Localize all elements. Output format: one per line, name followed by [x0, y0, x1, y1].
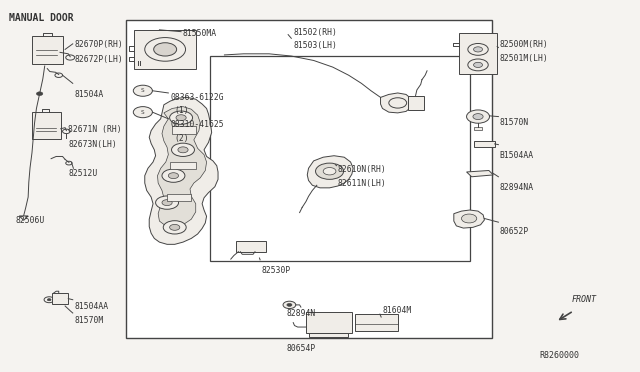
Text: B1504AA: B1504AA	[500, 151, 534, 160]
Bar	[408, 96, 424, 110]
Text: R8260000: R8260000	[540, 352, 580, 360]
Bar	[52, 293, 68, 304]
Text: 81550MA: 81550MA	[183, 29, 217, 38]
Bar	[474, 141, 495, 147]
Circle shape	[473, 113, 483, 119]
Bar	[308, 333, 348, 337]
Bar	[167, 194, 191, 201]
Circle shape	[170, 111, 193, 124]
Circle shape	[156, 196, 179, 209]
Text: 81570N: 81570N	[500, 118, 529, 127]
Circle shape	[461, 214, 477, 223]
Circle shape	[133, 85, 152, 96]
Bar	[306, 311, 352, 333]
Circle shape	[168, 173, 179, 179]
Text: 82611N(LH): 82611N(LH)	[338, 179, 387, 187]
Text: 81504AA: 81504AA	[75, 302, 109, 311]
Text: 82894NA: 82894NA	[500, 183, 534, 192]
Text: (1): (1)	[175, 106, 189, 115]
Bar	[125, 20, 492, 338]
Circle shape	[287, 304, 292, 307]
Text: 82530P: 82530P	[261, 266, 291, 276]
Text: 82670P(RH): 82670P(RH)	[75, 40, 124, 49]
Circle shape	[36, 92, 43, 96]
Text: MANUAL DOOR: MANUAL DOOR	[9, 13, 74, 23]
Circle shape	[162, 169, 185, 182]
Text: 81503(LH): 81503(LH)	[293, 41, 337, 50]
Bar	[134, 30, 196, 68]
Text: 82501M(LH): 82501M(LH)	[500, 54, 548, 63]
Text: 80654P: 80654P	[287, 344, 316, 353]
Circle shape	[176, 115, 186, 121]
Text: 82500M(RH): 82500M(RH)	[500, 40, 548, 49]
Polygon shape	[157, 107, 207, 227]
Circle shape	[283, 301, 296, 309]
Circle shape	[162, 200, 172, 206]
Polygon shape	[467, 170, 493, 177]
Bar	[474, 127, 482, 130]
Polygon shape	[145, 97, 218, 244]
Circle shape	[145, 38, 186, 61]
Circle shape	[468, 44, 488, 55]
Circle shape	[154, 43, 177, 56]
Circle shape	[133, 107, 152, 118]
Text: 82671N (RH): 82671N (RH)	[68, 125, 122, 134]
Circle shape	[323, 167, 336, 175]
Text: S: S	[141, 88, 145, 93]
Text: S: S	[141, 110, 145, 115]
Bar	[211, 56, 470, 260]
Circle shape	[316, 163, 344, 179]
Bar	[32, 112, 61, 139]
Circle shape	[474, 62, 483, 67]
Text: 81504A: 81504A	[75, 90, 104, 99]
Polygon shape	[381, 93, 412, 113]
Bar	[170, 162, 196, 169]
Text: 81604M: 81604M	[383, 306, 412, 315]
Text: 08310-41625: 08310-41625	[170, 120, 224, 129]
Polygon shape	[307, 156, 353, 188]
Text: 82512U: 82512U	[68, 169, 97, 179]
Circle shape	[467, 110, 490, 123]
Text: 82894N: 82894N	[287, 309, 316, 318]
Text: 08363-6122G: 08363-6122G	[170, 93, 224, 102]
Circle shape	[170, 224, 180, 230]
Circle shape	[474, 47, 483, 52]
Circle shape	[178, 147, 188, 153]
Circle shape	[172, 143, 195, 157]
Text: 82610N(RH): 82610N(RH)	[338, 164, 387, 174]
Text: 82506U: 82506U	[15, 216, 45, 225]
Circle shape	[163, 221, 186, 234]
Circle shape	[47, 299, 51, 301]
Circle shape	[468, 59, 488, 71]
Polygon shape	[454, 210, 484, 228]
Bar	[459, 33, 497, 74]
Text: (2): (2)	[175, 134, 189, 142]
Text: 81570M: 81570M	[75, 316, 104, 325]
Bar	[355, 314, 398, 331]
Bar	[236, 241, 266, 252]
Bar	[172, 126, 196, 134]
Text: 82672P(LH): 82672P(LH)	[75, 55, 124, 64]
Text: 81502(RH): 81502(RH)	[293, 28, 337, 37]
Circle shape	[389, 98, 406, 108]
Text: FRONT: FRONT	[572, 295, 596, 304]
Bar	[32, 36, 63, 64]
Text: 80652P: 80652P	[500, 227, 529, 236]
Text: 82673N(LH): 82673N(LH)	[68, 140, 117, 149]
